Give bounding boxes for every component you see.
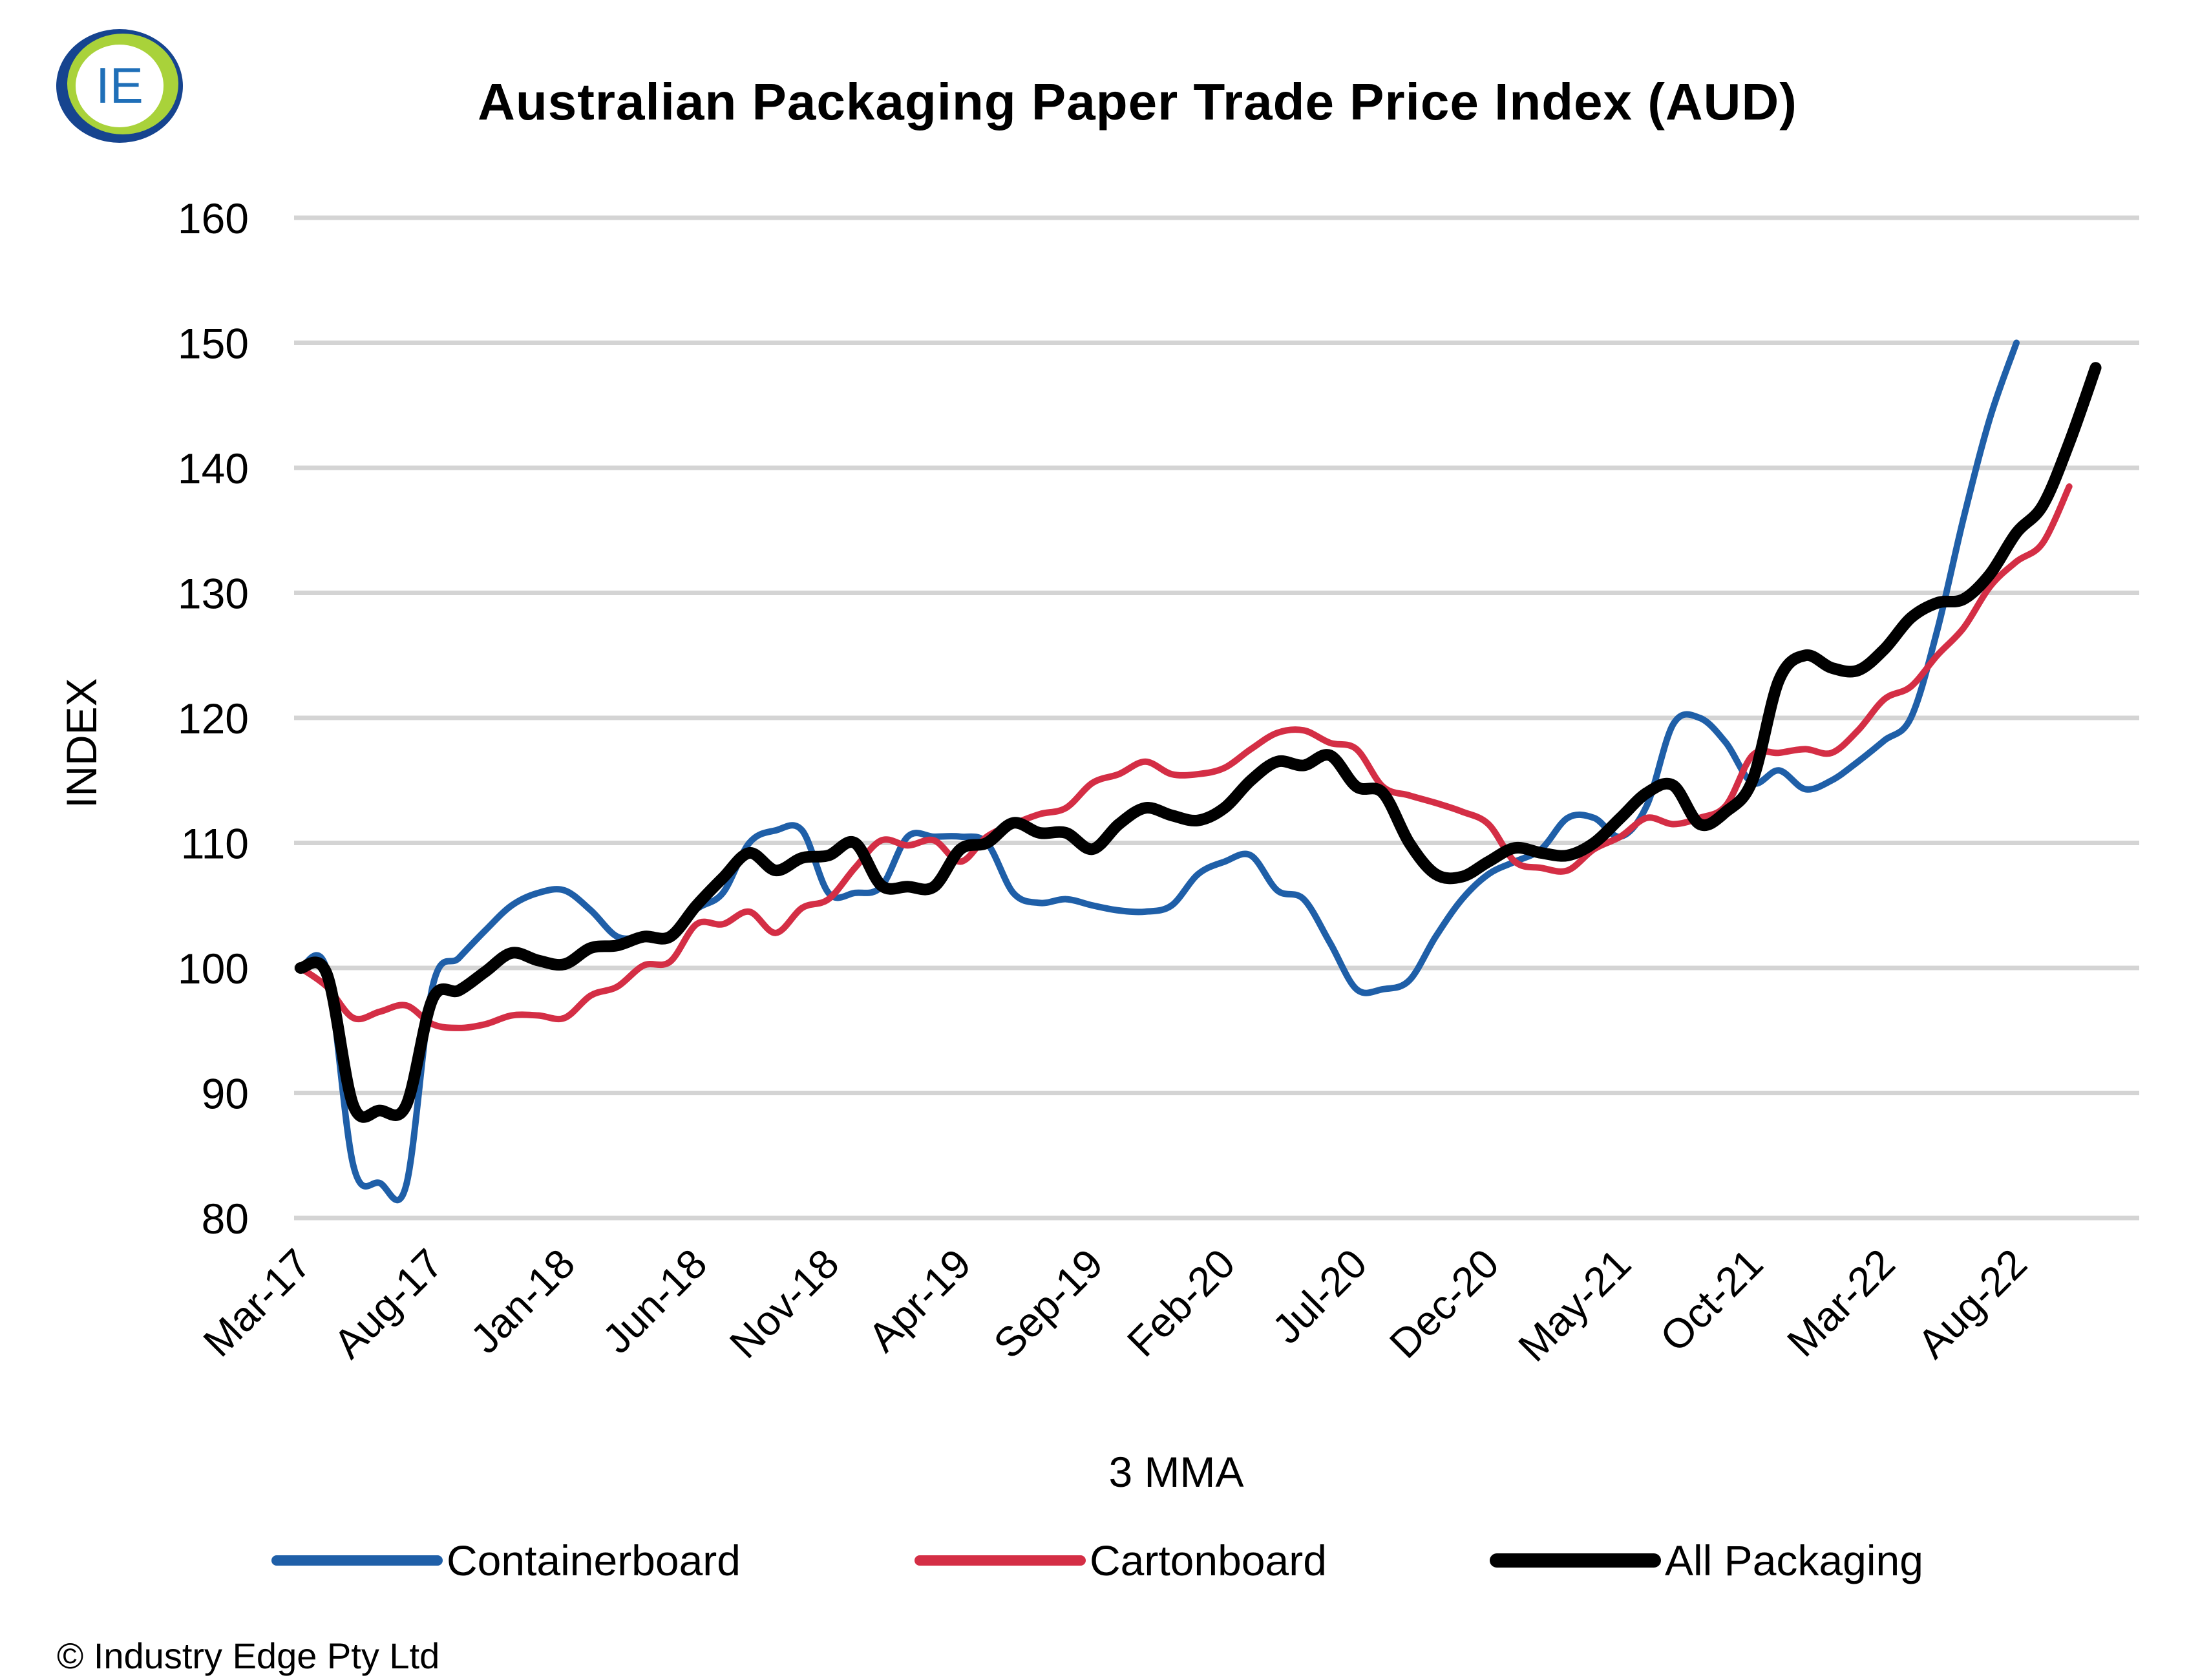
legend-swatch-all-packaging bbox=[1490, 1553, 1661, 1568]
x-tick-label: Jan-18 bbox=[461, 1240, 584, 1362]
y-tick-label: 160 bbox=[178, 194, 249, 242]
x-tick-label: Feb-20 bbox=[1118, 1240, 1243, 1365]
legend-swatch-cartonboard bbox=[915, 1555, 1086, 1566]
series-lines bbox=[295, 339, 2102, 1204]
chart-title: Australian Packaging Paper Trade Price I… bbox=[478, 73, 1797, 131]
x-tick-label: Jul-20 bbox=[1264, 1240, 1376, 1352]
x-tick-label: Mar-22 bbox=[1778, 1240, 1903, 1365]
legend-label-cartonboard: Cartonboard bbox=[1090, 1537, 1327, 1584]
y-tick-label: 130 bbox=[178, 570, 249, 618]
x-axis-ticks: Mar-17 Aug-17 Jan-18 Jun-18 Nov-18 Apr-19 Sep-… bbox=[195, 1240, 2036, 1370]
industry-edge-logo: IE bbox=[54, 27, 185, 145]
x-tick-label: Aug-22 bbox=[1909, 1240, 2036, 1367]
x-tick-label: Apr-19 bbox=[859, 1240, 980, 1361]
y-tick-label: 150 bbox=[178, 320, 249, 368]
x-axis-label: 3 MMA bbox=[1108, 1448, 1244, 1496]
logo-mark-icon: IE bbox=[56, 29, 183, 143]
legend-item-all-packaging: All Packaging bbox=[1490, 1531, 1923, 1590]
series-line-cartonboard bbox=[297, 483, 2073, 1031]
x-tick-label: Dec-20 bbox=[1380, 1240, 1508, 1367]
legend-swatch-containerboard bbox=[271, 1555, 443, 1566]
x-tick-label: Mar-17 bbox=[195, 1240, 320, 1365]
y-axis-label: INDEX bbox=[58, 678, 105, 808]
y-tick-label: 80 bbox=[202, 1195, 249, 1243]
y-tick-label: 100 bbox=[178, 945, 249, 992]
copyright-notice: © Industry Edge Pty Ltd bbox=[57, 1635, 440, 1676]
y-tick-label: 110 bbox=[181, 820, 249, 868]
series-line-all-packaging bbox=[295, 362, 2102, 1123]
x-tick-label: Oct-21 bbox=[1651, 1240, 1772, 1361]
y-tick-label: 120 bbox=[178, 695, 249, 742]
x-tick-label: May-21 bbox=[1509, 1240, 1640, 1370]
y-tick-label: 140 bbox=[178, 445, 249, 492]
legend-item-containerboard: Containerboard bbox=[271, 1531, 741, 1590]
y-axis-ticks: 80 90 100 110 120 130 140 150 160 bbox=[178, 194, 249, 1243]
legend-item-cartonboard: Cartonboard bbox=[915, 1531, 1327, 1590]
legend-label-containerboard: Containerboard bbox=[447, 1537, 741, 1584]
y-tick-label: 90 bbox=[202, 1070, 249, 1118]
legend: Containerboard Cartonboard All Packaging bbox=[271, 1531, 2016, 1590]
x-tick-label: Aug-17 bbox=[324, 1240, 452, 1367]
x-tick-label: Jun-18 bbox=[593, 1240, 715, 1362]
x-tick-label: Nov-18 bbox=[721, 1240, 848, 1367]
legend-label-all-packaging: All Packaging bbox=[1665, 1537, 1923, 1584]
x-tick-label: Sep-19 bbox=[984, 1240, 1112, 1367]
logo-text: IE bbox=[96, 57, 143, 114]
gridlines bbox=[294, 215, 2139, 1221]
